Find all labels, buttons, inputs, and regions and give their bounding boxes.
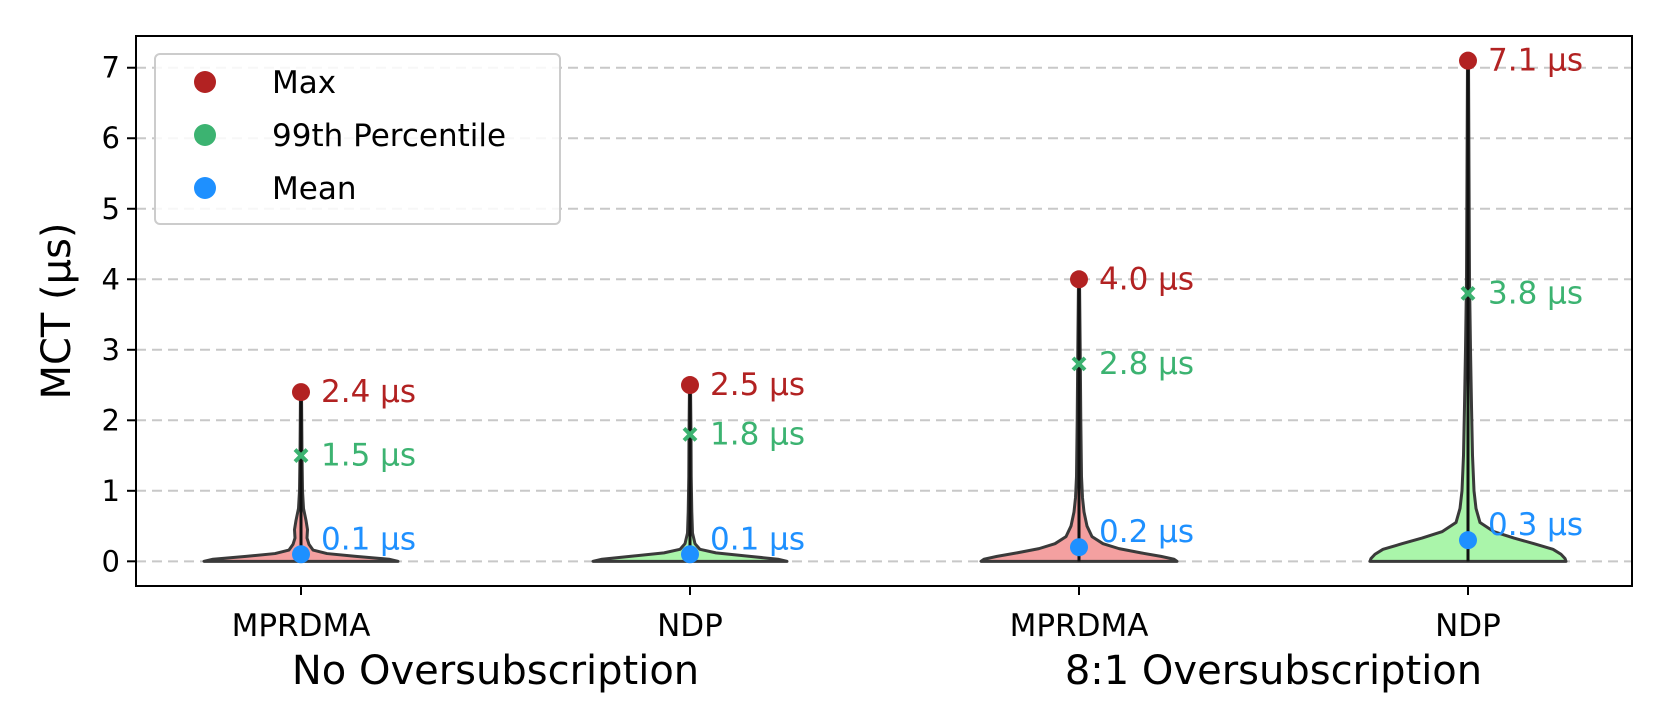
- tick-layer: 0 1 2 3 4 5 6 7 MPRDMA NDP MPRDMA NDP No Oversubscri…: [102, 51, 1501, 694]
- x-tick-label: NDP: [657, 608, 723, 644]
- legend-label: Max: [272, 65, 336, 101]
- legend-label: Mean: [272, 171, 356, 207]
- legend-marker: [194, 71, 216, 93]
- x-tick-label: MPRDMA: [232, 608, 371, 644]
- max-label: 2.4 µs: [321, 374, 416, 410]
- mean-marker: [292, 545, 310, 564]
- p99-label: 1.5 µs: [321, 438, 416, 474]
- max-marker: [1459, 51, 1477, 70]
- group-label: 8:1 Oversubscription: [1065, 648, 1482, 694]
- y-tick-label: 6: [102, 121, 120, 155]
- p99-label: 3.8 µs: [1488, 275, 1583, 311]
- plot-frame: [135, 35, 1633, 587]
- x-tick-label: NDP: [1435, 608, 1501, 644]
- marker-layer: 2.4 µs 1.5 µs 0.1 µs 2.5 µs 1.8 µs 0.1 µs 4.0 …: [292, 43, 1583, 564]
- group-label: No Oversubscription: [292, 648, 699, 694]
- mean-label: 0.2 µs: [1099, 514, 1194, 550]
- p99-marker: [1071, 356, 1087, 372]
- y-tick-label: 4: [102, 262, 120, 296]
- mean-marker: [1070, 538, 1088, 557]
- max-label: 7.1 µs: [1488, 43, 1583, 79]
- x-tick-label: MPRDMA: [1010, 608, 1149, 644]
- mean-label: 0.1 µs: [710, 521, 805, 557]
- y-tick-label: 3: [102, 333, 120, 367]
- y-tick-label: 1: [102, 474, 120, 508]
- mean-marker: [681, 545, 699, 564]
- max-marker: [1070, 270, 1088, 289]
- p99-marker: [293, 448, 309, 463]
- max-label: 2.5 µs: [710, 367, 805, 403]
- legend-box: [154, 53, 561, 225]
- legend-label: 99th Percentile: [272, 118, 506, 154]
- p99-label: 1.8 µs: [710, 416, 805, 452]
- max-label: 4.0 µs: [1099, 261, 1194, 297]
- y-tick-label: 7: [102, 51, 120, 85]
- p99-marker: [682, 426, 698, 442]
- legend-marker: [194, 124, 216, 146]
- p99-label: 2.8 µs: [1099, 346, 1194, 382]
- legend: Max 99th Percentile Mean: [154, 53, 561, 225]
- y-axis-label: MCT (µs): [34, 222, 80, 399]
- max-marker: [292, 383, 310, 402]
- max-marker: [681, 376, 699, 395]
- p99-marker: [1460, 285, 1476, 301]
- y-tick-label: 0: [102, 544, 120, 578]
- legend-marker: [194, 177, 216, 199]
- y-tick-label: 2: [102, 403, 120, 437]
- y-tick-label: 5: [102, 192, 120, 226]
- mean-marker: [1459, 531, 1477, 550]
- mean-label: 0.3 µs: [1488, 507, 1583, 543]
- mean-label: 0.1 µs: [321, 521, 416, 557]
